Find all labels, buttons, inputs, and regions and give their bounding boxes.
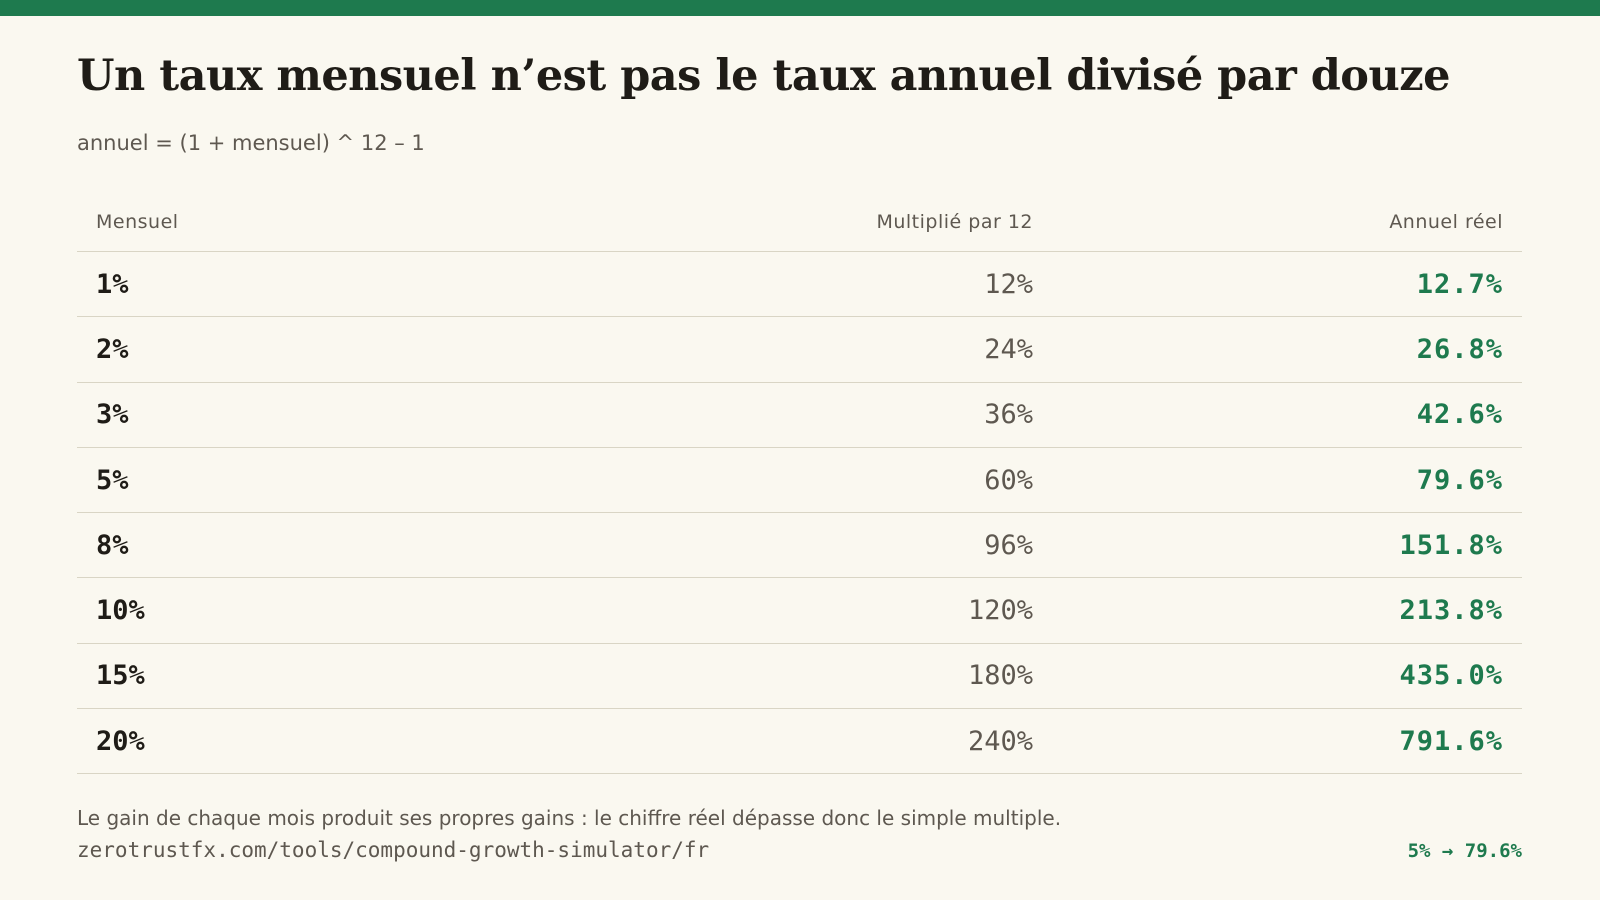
- table-row: 15% 180% 435.0%: [77, 644, 1522, 710]
- annual-rate-cell: 791.6%: [1399, 725, 1503, 757]
- times12-cell: 36%: [984, 399, 1033, 431]
- annual-rate-cell: 26.8%: [1416, 333, 1503, 365]
- times12-cell: 240%: [967, 725, 1033, 757]
- monthly-rate-cell: 20%: [96, 725, 145, 757]
- times12-cell: 60%: [984, 464, 1033, 496]
- times12-cell: 12%: [984, 268, 1033, 300]
- times12-cell: 180%: [967, 660, 1033, 692]
- annual-rate-cell: 151.8%: [1399, 529, 1503, 561]
- monthly-rate-cell: 15%: [96, 660, 145, 692]
- table-row: 5% 60% 79.6%: [77, 448, 1522, 514]
- times12-cell: 120%: [967, 595, 1033, 627]
- monthly-rate-cell: 2%: [96, 333, 129, 365]
- table-row: 8% 96% 151.8%: [77, 513, 1522, 579]
- top-accent-bar: [0, 0, 1600, 16]
- annual-rate-cell: 12.7%: [1416, 268, 1503, 300]
- monthly-rate-cell: 5%: [96, 464, 129, 496]
- annual-rate-cell: 213.8%: [1399, 595, 1503, 627]
- annual-rate-cell: 42.6%: [1416, 399, 1503, 431]
- source-url: zerotrustfx.com/tools/compound-growth-si…: [77, 838, 710, 862]
- table-row: 1% 12% 12.7%: [77, 252, 1522, 318]
- rates-table: Mensuel Multiplié par 12 Annuel réel 1% …: [77, 192, 1522, 775]
- table-header-row: Mensuel Multiplié par 12 Annuel réel: [77, 192, 1522, 252]
- times12-cell: 24%: [984, 333, 1033, 365]
- monthly-rate-cell: 3%: [96, 399, 129, 431]
- page-title: Un taux mensuel n’est pas le taux annuel…: [77, 51, 1451, 101]
- annual-rate-cell: 435.0%: [1399, 660, 1503, 692]
- formula-subtitle: annuel = (1 + mensuel) ^ 12 – 1: [77, 131, 425, 155]
- monthly-rate-cell: 1%: [96, 268, 129, 300]
- footnote-text: Le gain de chaque mois produit ses propr…: [77, 806, 1062, 830]
- header-times12: Multiplié par 12: [876, 210, 1033, 233]
- example-callout: 5% → 79.6%: [1407, 840, 1522, 862]
- table-row: 2% 24% 26.8%: [77, 317, 1522, 383]
- table-row: 10% 120% 213.8%: [77, 578, 1522, 644]
- table-row: 20% 240% 791.6%: [77, 709, 1522, 775]
- times12-cell: 96%: [984, 529, 1033, 561]
- annual-rate-cell: 79.6%: [1416, 464, 1503, 496]
- header-monthly: Mensuel: [96, 210, 179, 233]
- table-row: 3% 36% 42.6%: [77, 383, 1522, 448]
- monthly-rate-cell: 10%: [96, 595, 145, 627]
- header-annual: Annuel réel: [1389, 210, 1503, 233]
- monthly-rate-cell: 8%: [96, 529, 129, 561]
